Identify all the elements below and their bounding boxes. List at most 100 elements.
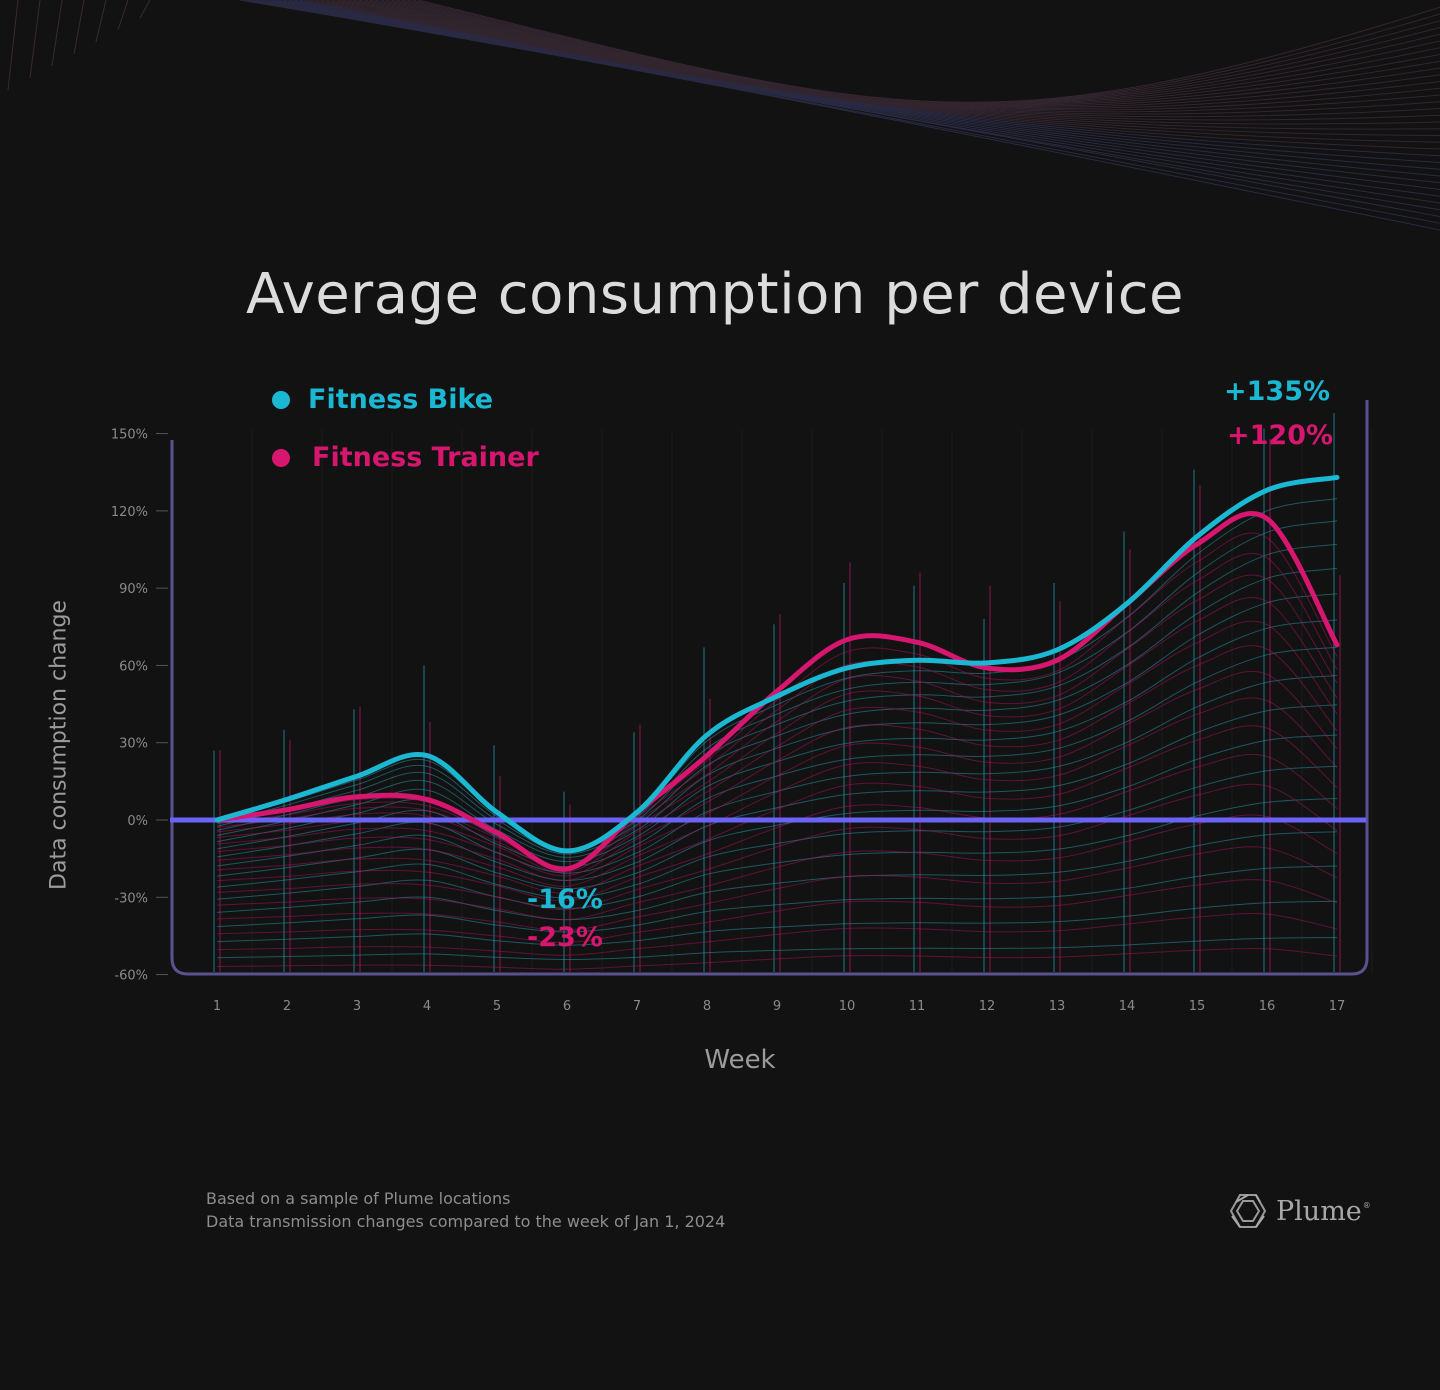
wave-line <box>51 0 63 67</box>
y-tick-label: 150% <box>111 428 148 443</box>
x-axis: 1 2 3 4 5 6 7 8 9 10 11 12 13 14 15 16 17 <box>213 999 1345 1014</box>
fan-line <box>216 704 1338 882</box>
chart-frame-border <box>170 400 1369 976</box>
wave-line <box>293 0 1440 163</box>
chart-frame <box>170 400 1369 976</box>
wave-line <box>277 0 1440 184</box>
wave-line <box>117 0 129 31</box>
wave-line <box>256 0 1440 211</box>
wave-line <box>95 0 107 43</box>
fan-line <box>216 846 1338 931</box>
annotation-bike-min: -16% <box>527 884 603 915</box>
wave-line <box>139 0 151 19</box>
legend-label: Fitness Trainer <box>312 442 539 473</box>
wave-line <box>310 0 1440 143</box>
x-tick-label: 14 <box>1119 999 1136 1014</box>
x-tick-label: 8 <box>703 999 711 1014</box>
annotation-trainer-max: +120% <box>1227 420 1334 451</box>
wave-line <box>272 0 1440 190</box>
series-lines <box>170 474 1366 872</box>
fan-line <box>216 574 1338 869</box>
legend-dot-icon <box>272 390 290 409</box>
plume-hexagon-icon <box>1229 1194 1267 1228</box>
wave-line <box>299 0 1440 157</box>
fan-line <box>216 620 1338 873</box>
x-tick-label: 17 <box>1329 999 1346 1014</box>
fan-line <box>216 753 1338 902</box>
y-tick-label: 0% <box>127 814 148 829</box>
fan-line <box>216 543 1338 853</box>
fan-line <box>216 783 1338 911</box>
fan-line <box>216 879 1338 943</box>
fan-line <box>216 734 1338 890</box>
brand-name: Plume <box>1276 1195 1362 1227</box>
fan-lines <box>216 498 1338 970</box>
y-tick-label: 120% <box>111 505 148 520</box>
x-tick-label: 9 <box>773 999 781 1014</box>
x-tick-label: 3 <box>353 999 361 1014</box>
fan-line <box>216 498 1338 851</box>
background-wave-decoration <box>7 0 1440 231</box>
fan-line <box>216 900 1338 946</box>
fan-line <box>216 947 1338 970</box>
wave-line <box>283 0 1440 177</box>
wave-line <box>304 0 1440 150</box>
fan-line <box>216 670 1338 881</box>
legend-dot-icon <box>272 448 290 467</box>
x-axis-label: Week <box>704 1045 776 1075</box>
y-tick-label: -30% <box>114 891 148 906</box>
fan-line <box>216 725 1338 894</box>
vertical-bars <box>213 412 1373 972</box>
y-axis: 150% 120% 90% 60% 30% 0% -30% -60% <box>111 428 168 984</box>
y-tick-label: -60% <box>114 969 148 984</box>
x-tick-label: 1 <box>213 999 221 1014</box>
x-tick-label: 11 <box>909 999 926 1014</box>
wave-line <box>7 0 19 91</box>
footer-note-1: Based on a sample of Plume locations <box>206 1189 511 1208</box>
fan-line <box>216 645 1338 877</box>
legend-item-fitness-bike: Fitness Bike <box>272 384 493 415</box>
fan-line <box>216 798 1338 909</box>
fan-line <box>216 912 1338 956</box>
wave-line <box>288 0 1440 170</box>
y-tick-label: 60% <box>119 659 148 674</box>
fan-line <box>216 937 1338 961</box>
annotation-trainer-min: -23% <box>527 922 603 953</box>
wave-line <box>29 0 41 79</box>
chart-title: Average consumption per device <box>246 262 1184 327</box>
plume-logo: Plume ® <box>1228 1192 1371 1230</box>
y-tick-label: 30% <box>119 737 148 752</box>
fan-line <box>216 675 1338 874</box>
fan-line <box>216 697 1338 887</box>
y-tick-label: 90% <box>119 582 148 597</box>
annotation-bike-max: +135% <box>1224 376 1331 407</box>
fan-line <box>216 865 1338 933</box>
x-tick-label: 5 <box>493 999 501 1014</box>
footer-note-2: Data transmission changes compared to th… <box>206 1212 726 1231</box>
x-tick-label: 4 <box>423 999 431 1014</box>
wave-line <box>261 0 1440 204</box>
x-tick-label: 15 <box>1189 999 1206 1014</box>
wave-line <box>266 0 1440 197</box>
registered-mark: ® <box>1362 1200 1371 1210</box>
fan-line <box>216 596 1338 870</box>
x-tick-label: 7 <box>633 999 641 1014</box>
legend-label: Fitness Bike <box>308 384 494 415</box>
x-tick-label: 6 <box>563 999 571 1014</box>
legend-item-fitness-trainer: Fitness Trainer <box>272 442 539 473</box>
fan-line <box>216 552 1338 868</box>
fan-line <box>216 831 1338 921</box>
x-tick-label: 16 <box>1259 999 1276 1014</box>
fan-line <box>216 814 1338 921</box>
wave-line <box>418 0 1440 103</box>
x-tick-label: 13 <box>1049 999 1066 1014</box>
x-tick-label: 2 <box>283 999 291 1014</box>
fan-line <box>216 619 1338 863</box>
series-line-fitness-bike <box>214 474 1340 854</box>
x-tick-label: 12 <box>979 999 996 1014</box>
fan-line <box>216 567 1338 855</box>
wave-line <box>73 0 85 55</box>
x-tick-label: 10 <box>839 999 856 1014</box>
wave-line <box>315 0 1440 136</box>
fan-line <box>216 593 1338 858</box>
